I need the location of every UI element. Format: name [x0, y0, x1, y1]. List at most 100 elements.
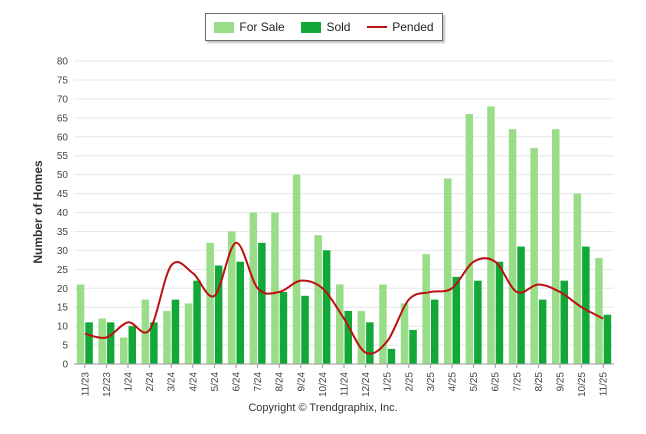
bar-for-sale-9-25[interactable]: [552, 129, 560, 364]
pended-point-7-25[interactable]: [513, 288, 521, 296]
bar-for-sale-12-24[interactable]: [357, 310, 366, 364]
bar-for-sale-6-24[interactable]: [228, 231, 236, 364]
bar-for-sale-2-25[interactable]: [400, 303, 409, 364]
pended-point-2-25[interactable]: [405, 296, 413, 304]
y-tick-label: 15: [57, 303, 69, 314]
bar-for-sale-5-25[interactable]: [465, 114, 474, 365]
bar-sold-2-24[interactable]: [150, 322, 158, 364]
bar-sold-1-24[interactable]: [128, 326, 137, 364]
pended-point-1-24[interactable]: [124, 318, 132, 326]
bar-for-sale-10-24[interactable]: [314, 235, 322, 364]
y-tick-label: 10: [57, 322, 69, 333]
y-axis-ticks: 0 5 10 15 20 25 30 35 40 45 50 55 60 65 70 75 80: [57, 57, 69, 371]
bar-sold-9-24[interactable]: [301, 295, 309, 364]
y-tick-label: 5: [62, 341, 68, 352]
x-tick-label: 9/24: [296, 372, 307, 392]
pended-point-6-25[interactable]: [491, 258, 499, 266]
bar-sold-9-25[interactable]: [560, 280, 569, 364]
x-tick-label: 8/25: [534, 372, 545, 392]
bar-sold-7-25[interactable]: [517, 246, 525, 364]
bar-sold-5-24[interactable]: [214, 265, 223, 364]
bar-sold-8-24[interactable]: [279, 292, 288, 364]
bar-for-sale-11-24[interactable]: [336, 284, 344, 364]
bar-sold-11-23[interactable]: [85, 322, 93, 364]
bar-sold-11-25[interactable]: [603, 314, 612, 364]
pended-point-8-24[interactable]: [275, 288, 283, 296]
pended-point-2-24[interactable]: [146, 326, 154, 334]
legend-label-for-sale: For Sale: [239, 20, 285, 34]
bar-for-sale-1-25[interactable]: [379, 284, 387, 364]
pended-point-11-24[interactable]: [340, 315, 348, 323]
bar-sold-8-25[interactable]: [538, 299, 547, 364]
bar-for-sale-8-24[interactable]: [271, 212, 279, 365]
x-tick-label: 10/24: [318, 372, 329, 397]
pended-point-1-25[interactable]: [383, 337, 391, 345]
bar-sold-6-24[interactable]: [236, 261, 245, 364]
bar-sold-4-25[interactable]: [452, 276, 461, 364]
bar-for-sale-11-23[interactable]: [76, 284, 85, 364]
bar-sold-12-24[interactable]: [366, 322, 374, 364]
pended-point-8-25[interactable]: [534, 280, 542, 288]
legend-item-sold[interactable]: Sold: [301, 20, 350, 34]
y-tick-label: 45: [57, 189, 69, 200]
bar-for-sale-7-25[interactable]: [508, 129, 517, 364]
bar-for-sale-3-24[interactable]: [163, 310, 171, 364]
x-tick-label: 6/24: [232, 372, 243, 392]
bar-for-sale-10-25[interactable]: [573, 193, 582, 364]
x-axis-ticks: 11/23 12/23 1/24 2/24 3/24 4/24 5/24 6/24 7/24 8/…: [80, 364, 610, 397]
x-tick-label: 6/25: [491, 372, 502, 392]
bar-for-sale-4-24[interactable]: [184, 303, 193, 364]
bar-sold-1-25[interactable]: [387, 348, 396, 364]
bar-sold-2-25[interactable]: [409, 329, 417, 364]
pended-point-10-25[interactable]: [578, 303, 586, 311]
bar-for-sale-4-25[interactable]: [444, 178, 452, 364]
bar-for-sale-6-25[interactable]: [487, 106, 495, 364]
bar-for-sale-8-25[interactable]: [530, 148, 538, 364]
bar-sold-6-25[interactable]: [495, 261, 504, 364]
pended-point-11-23[interactable]: [81, 330, 89, 338]
pended-point-5-24[interactable]: [210, 292, 218, 300]
pended-point-9-24[interactable]: [297, 277, 305, 285]
pended-line: [81, 239, 607, 357]
x-tick-label: 12/24: [361, 372, 372, 397]
bar-for-sale-12-23[interactable]: [98, 318, 106, 364]
bar-for-sale-5-24[interactable]: [206, 242, 214, 364]
bar-sold-5-25[interactable]: [474, 280, 482, 364]
legend: For Sale Sold Pended: [205, 13, 443, 41]
pended-point-4-25[interactable]: [448, 284, 456, 292]
legend-item-for-sale[interactable]: For Sale: [214, 20, 285, 34]
for-sale-swatch: [214, 21, 235, 33]
pended-point-7-24[interactable]: [254, 284, 262, 292]
x-tick-label: 3/25: [426, 372, 437, 392]
bar-sold-7-24[interactable]: [258, 242, 266, 364]
pended-point-3-25[interactable]: [426, 288, 434, 296]
pended-series-line[interactable]: [84, 241, 604, 355]
pended-point-4-24[interactable]: [189, 269, 197, 277]
bars: [76, 106, 612, 365]
pended-point-12-24[interactable]: [362, 349, 370, 357]
bar-for-sale-9-24[interactable]: [292, 174, 301, 364]
pended-point-12-23[interactable]: [102, 333, 110, 341]
pended-point-10-24[interactable]: [318, 284, 326, 292]
y-tick-label: 60: [57, 132, 69, 143]
bar-sold-3-24[interactable]: [171, 299, 180, 364]
pended-point-6-24[interactable]: [232, 239, 240, 247]
bar-for-sale-1-24[interactable]: [120, 337, 128, 364]
bar-sold-4-24[interactable]: [193, 280, 201, 364]
bar-for-sale-3-25[interactable]: [422, 254, 430, 364]
x-tick-label: 8/24: [275, 372, 286, 392]
bar-for-sale-11-25[interactable]: [595, 257, 603, 364]
pended-point-9-25[interactable]: [556, 288, 564, 296]
bar-sold-3-25[interactable]: [430, 299, 439, 364]
bar-sold-11-24[interactable]: [344, 310, 353, 364]
bar-sold-10-25[interactable]: [582, 246, 590, 364]
bar-for-sale-7-24[interactable]: [249, 212, 258, 365]
pended-point-3-24[interactable]: [167, 262, 175, 270]
bar-sold-12-23[interactable]: [106, 322, 115, 364]
x-tick-label: 9/25: [556, 372, 567, 392]
pended-point-11-25[interactable]: [599, 315, 607, 323]
y-tick-label: 75: [57, 75, 69, 86]
bar-sold-10-24[interactable]: [322, 250, 331, 364]
pended-point-5-25[interactable]: [470, 258, 478, 266]
legend-item-pended[interactable]: Pended: [367, 20, 434, 34]
